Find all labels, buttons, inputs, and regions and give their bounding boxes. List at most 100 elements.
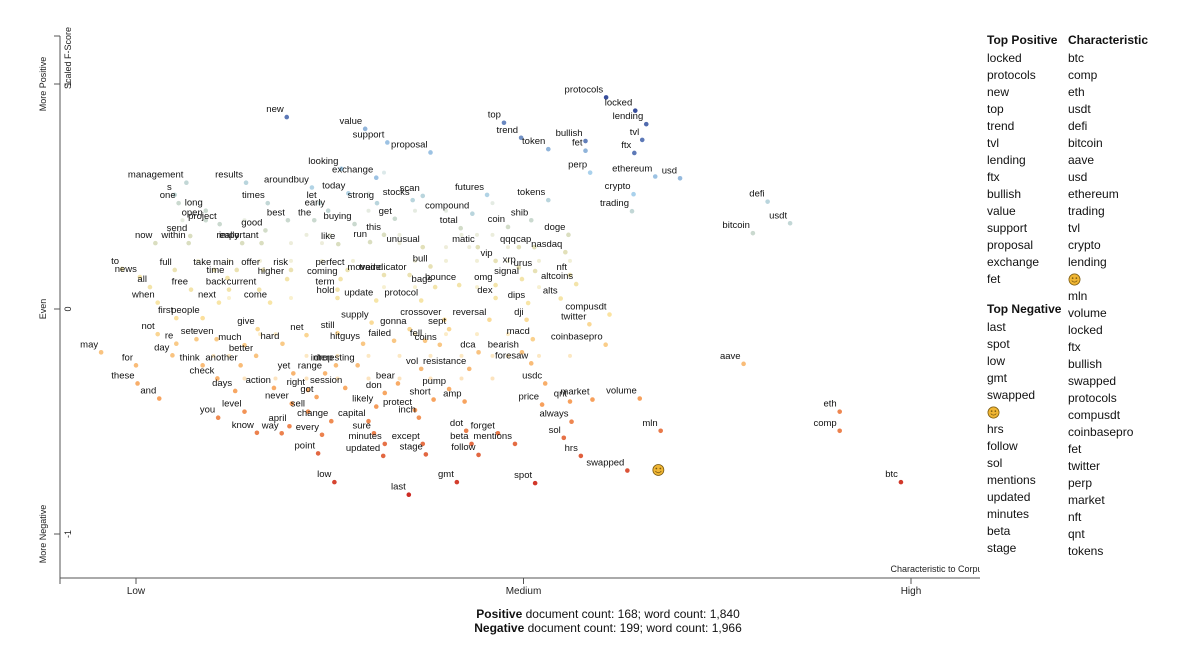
characteristic-item[interactable]: tokens bbox=[1068, 544, 1104, 558]
top-negative-item[interactable]: follow bbox=[987, 439, 1018, 453]
characteristic-item[interactable]: coinbasepro bbox=[1068, 425, 1134, 439]
top-positive-item[interactable]: lending bbox=[987, 153, 1026, 167]
characteristic-item[interactable]: bitcoin bbox=[1068, 136, 1103, 150]
point-label-never: never bbox=[265, 391, 289, 402]
characteristic-item[interactable]: comp bbox=[1068, 68, 1098, 82]
point-except bbox=[420, 441, 426, 447]
top-negative-item[interactable]: stage bbox=[987, 541, 1017, 555]
top-positive-item[interactable]: bullish bbox=[987, 187, 1022, 201]
point-tokens bbox=[546, 197, 551, 203]
faint-point bbox=[467, 245, 472, 250]
top-negative-item[interactable]: swapped bbox=[987, 388, 1036, 402]
top-positive-item[interactable]: value bbox=[987, 204, 1016, 218]
characteristic-item[interactable]: btc bbox=[1068, 51, 1085, 65]
point-short bbox=[431, 397, 436, 402]
point-label-looking: looking bbox=[308, 156, 338, 167]
top-positive-item[interactable]: exchange bbox=[987, 255, 1040, 269]
characteristic-item[interactable]: eth bbox=[1068, 85, 1085, 99]
top-negative-item[interactable]: minutes bbox=[987, 507, 1030, 521]
characteristic-item[interactable]: mln bbox=[1068, 289, 1088, 303]
point-protocols bbox=[603, 95, 609, 100]
point-label-protect: protect bbox=[383, 397, 412, 408]
top-negative-item[interactable]: beta bbox=[987, 524, 1011, 538]
point-label-sure: sure bbox=[352, 420, 370, 431]
characteristic-item[interactable]: protocols bbox=[1068, 391, 1117, 405]
point-label-bitcoin: bitcoin bbox=[722, 220, 749, 231]
point-days bbox=[232, 388, 238, 394]
characteristic-item[interactable]: market bbox=[1068, 493, 1105, 507]
characteristic-item[interactable]: perp bbox=[1068, 476, 1093, 490]
point-label-times: times bbox=[242, 190, 265, 201]
point-label-dca: dca bbox=[460, 339, 476, 350]
characteristic-item[interactable]: locked bbox=[1068, 323, 1103, 337]
point-label-point: point bbox=[295, 440, 316, 451]
point-times bbox=[265, 200, 271, 206]
point-label-protocol: protocol bbox=[384, 288, 418, 299]
characteristic-item[interactable]: volume bbox=[1068, 306, 1107, 320]
top-positive-item[interactable]: trend bbox=[987, 119, 1015, 133]
point-label-bearish: bearish bbox=[488, 339, 519, 350]
top-negative-item[interactable]: updated bbox=[987, 490, 1031, 504]
characteristic-item[interactable]: fet bbox=[1068, 442, 1082, 456]
top-positive-item[interactable]: locked bbox=[987, 51, 1022, 65]
top-positive-item[interactable]: tvl bbox=[987, 136, 999, 150]
characteristic-item[interactable]: defi bbox=[1068, 119, 1088, 133]
characteristic-item[interactable]: qnt bbox=[1068, 527, 1085, 541]
point-within bbox=[186, 240, 191, 246]
point-label-tokens: tokens bbox=[517, 187, 545, 198]
point-label-don: don bbox=[366, 380, 382, 391]
point-label-another: another bbox=[205, 352, 237, 363]
characteristic-item[interactable] bbox=[1068, 271, 1148, 288]
faint-point bbox=[413, 208, 417, 213]
point-back bbox=[226, 287, 232, 292]
point-dips bbox=[525, 300, 531, 306]
characteristic-item[interactable]: tvl bbox=[1068, 221, 1080, 235]
faint-point bbox=[366, 191, 371, 196]
faint-point bbox=[397, 353, 402, 358]
top-negative-item[interactable]: last bbox=[987, 320, 1006, 334]
point-offer bbox=[260, 267, 266, 273]
faint-point bbox=[289, 241, 293, 246]
y-axis-title: Scaled F-Score bbox=[63, 27, 73, 89]
top-positive-item[interactable]: top bbox=[987, 102, 1004, 116]
top-negative-item[interactable] bbox=[987, 404, 1061, 421]
characteristic-item[interactable]: usd bbox=[1068, 170, 1088, 184]
characteristic-item[interactable]: twitter bbox=[1068, 459, 1101, 473]
top-positive-item[interactable]: proposal bbox=[987, 238, 1034, 252]
top-negative-item[interactable]: hrs bbox=[987, 422, 1004, 436]
top-negative-item[interactable]: sol bbox=[987, 456, 1003, 470]
point-important bbox=[259, 240, 264, 246]
point-come bbox=[267, 300, 273, 305]
characteristic-item[interactable]: usdt bbox=[1068, 102, 1091, 116]
point-label-coins: coins bbox=[415, 332, 437, 343]
top-negative-item[interactable]: spot bbox=[987, 337, 1010, 351]
top-positive-item[interactable]: fet bbox=[987, 272, 1001, 286]
point-way bbox=[279, 430, 285, 436]
top-negative-item[interactable]: mentions bbox=[987, 473, 1036, 487]
faint-point bbox=[475, 285, 479, 290]
point-label-amp: amp bbox=[443, 389, 461, 400]
top-positive-item[interactable]: ftx bbox=[987, 170, 1000, 184]
characteristic-item[interactable]: ftx bbox=[1068, 340, 1081, 354]
top-negative-item[interactable]: low bbox=[987, 354, 1006, 368]
point-bull bbox=[428, 264, 433, 269]
faint-point bbox=[413, 258, 417, 263]
characteristic-item[interactable]: bullish bbox=[1068, 357, 1103, 371]
point-label-inch: inch bbox=[398, 405, 415, 416]
point-open bbox=[203, 217, 209, 223]
top-positive-item[interactable]: support bbox=[987, 221, 1028, 235]
characteristic-item[interactable]: lending bbox=[1068, 255, 1107, 269]
characteristic-item[interactable]: swapped bbox=[1068, 374, 1117, 388]
top-positive-item[interactable]: protocols bbox=[987, 68, 1036, 82]
characteristic-item[interactable]: ethereum bbox=[1068, 187, 1119, 201]
characteristic-item[interactable]: nft bbox=[1068, 510, 1082, 524]
top-positive-item[interactable]: new bbox=[987, 85, 1010, 99]
characteristic-item[interactable]: trading bbox=[1068, 204, 1105, 218]
point-label-bags: bags bbox=[412, 274, 433, 285]
characteristic-item[interactable]: crypto bbox=[1068, 238, 1101, 252]
point-label-coinbasepro: coinbasepro bbox=[551, 332, 603, 343]
point-label-come: come bbox=[244, 290, 267, 301]
characteristic-item[interactable]: compusdt bbox=[1068, 408, 1121, 422]
top-negative-item[interactable]: gmt bbox=[987, 371, 1008, 385]
characteristic-item[interactable]: aave bbox=[1068, 153, 1095, 167]
